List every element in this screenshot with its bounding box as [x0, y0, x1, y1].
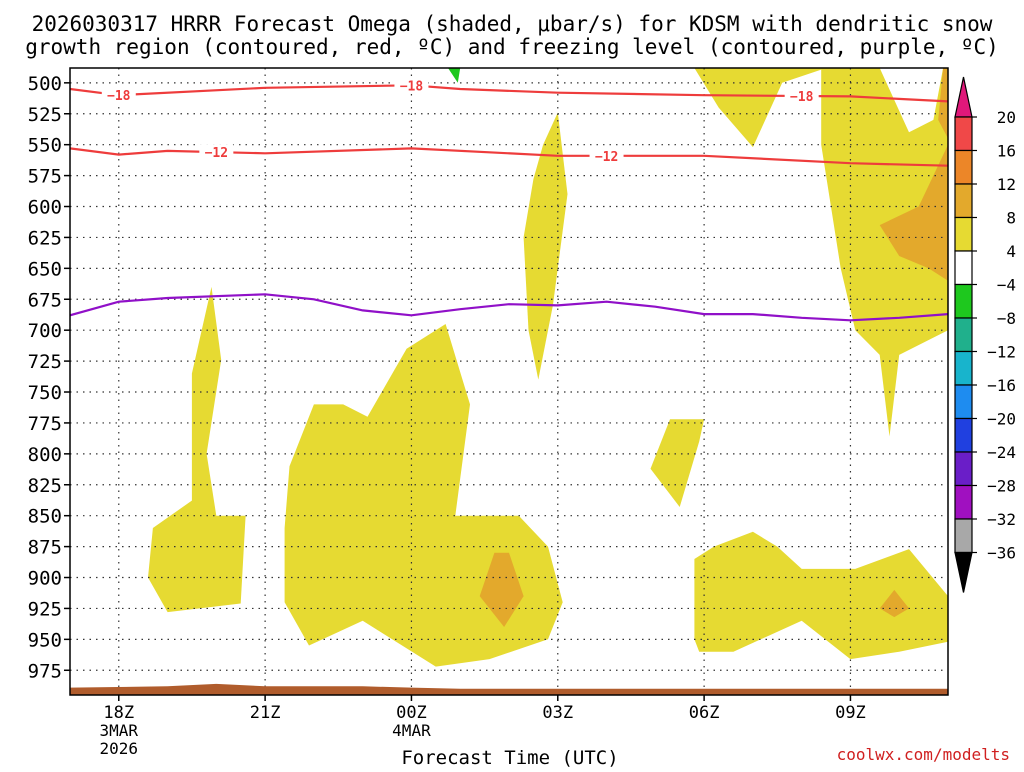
y-tick-label: 700: [28, 320, 62, 342]
credit-link[interactable]: coolwx.com/modelts: [837, 745, 1010, 764]
colorbar-label: −24: [987, 443, 1016, 462]
y-tick-label: 600: [28, 197, 62, 219]
x-tick-label: 09Z: [835, 703, 866, 723]
colorbar-bin: [954, 417, 973, 453]
contour-label-bg: [101, 87, 136, 103]
y-tick-label: 950: [28, 629, 62, 651]
colorbar-label: 12: [997, 175, 1016, 194]
colorbar-under-triangle: [954, 551, 973, 593]
y-tick-label: 750: [28, 382, 62, 404]
colorbar-bin: [954, 250, 973, 286]
y-tick-label: 825: [28, 475, 62, 497]
contour-dgz-minus12: [70, 147, 948, 167]
colorbar-label: −20: [987, 410, 1016, 429]
colorbar-label: −12: [987, 343, 1016, 362]
omega-region-11: [879, 589, 909, 618]
colorbar-bin: [954, 384, 973, 420]
colorbar-bin: [954, 451, 973, 487]
colorbar-label: −8: [997, 309, 1016, 328]
colorbar-bin: [954, 116, 973, 152]
x-tick-year: 2026: [100, 739, 139, 758]
omega-region-7: [821, 68, 948, 437]
x-axis-title: Forecast Time (UTC): [401, 747, 618, 768]
omega-region-8: [879, 144, 948, 281]
colorbar-bin: [954, 216, 973, 252]
colorbar-label: −28: [987, 477, 1016, 496]
y-tick-label: 800: [28, 444, 62, 466]
y-tick-label: 575: [28, 166, 62, 188]
x-tick-label: 21Z: [250, 703, 281, 723]
x-tick-label: 18Z: [103, 703, 134, 723]
terrain-fill: [70, 683, 948, 695]
omega-colorbar: 20 16 12 8 4 −4 −8 −12 −16 −20 −24 −28 −32 −36: [954, 76, 1016, 593]
colorbar-label: 8: [1006, 209, 1016, 228]
contour-freezing-level: [70, 293, 948, 322]
colorbar-bin: [954, 149, 973, 185]
y-tick-label: 775: [28, 413, 62, 435]
contour-label-bg: [394, 77, 429, 93]
omega-region-12: [448, 68, 461, 83]
y-tick-label: 675: [28, 289, 62, 311]
omega-region-6: [694, 531, 948, 660]
y-tick-label: 900: [28, 568, 62, 590]
colorbar-label: −4: [997, 276, 1016, 295]
y-tick-label: 725: [28, 351, 62, 373]
x-tick-label: 00Z: [396, 703, 427, 723]
colorbar-label: −36: [987, 544, 1016, 563]
colorbar-bin: [954, 518, 973, 554]
omega-region-1: [148, 286, 246, 613]
omega-region-5: [694, 68, 827, 148]
colorbar-bin: [954, 484, 973, 520]
colorbar-bin: [954, 183, 973, 219]
y-tick-label: 550: [28, 135, 62, 157]
y-tick-label: 525: [28, 104, 62, 126]
contour-label-bg: [589, 147, 624, 163]
contour-label-dgz-minus18: −18: [790, 90, 814, 105]
omega-region-4: [650, 419, 705, 507]
contour-label-dgz-minus18: −18: [107, 89, 131, 104]
y-tick-label: 625: [28, 227, 62, 249]
grid-lines: [70, 68, 948, 695]
contour-lines: −18 −18 −18 −12 −12: [70, 77, 948, 322]
omega-shading: [148, 68, 948, 667]
terrain-surface: [70, 683, 948, 695]
y-tick-label: 650: [28, 258, 62, 280]
omega-region-2: [284, 324, 563, 667]
plot-frame: [69, 67, 949, 696]
x-tick-label: 06Z: [689, 703, 720, 723]
colorbar-bin: [954, 317, 973, 353]
pressure-axis: 500 525 550 575 600 625 650 675 700 725 750 775 800 8…: [28, 73, 70, 682]
y-tick-label: 975: [28, 660, 62, 682]
contour-label-bg: [784, 88, 819, 104]
y-tick-label: 500: [28, 73, 62, 95]
chart-title-line-2: growth region (contoured, red, ºC) and f…: [25, 35, 999, 59]
x-tick-date: 4MAR: [392, 721, 431, 740]
contour-label-bg: [199, 144, 234, 160]
colorbar-label: −16: [987, 376, 1016, 395]
x-tick-label: 03Z: [542, 703, 573, 723]
y-tick-label: 925: [28, 598, 62, 620]
colorbar-bin: [954, 283, 973, 319]
colorbar-label: 16: [997, 142, 1016, 161]
colorbar-over-triangle: [954, 76, 973, 118]
chart-title-line-1: 2026030317 HRRR Forecast Omega (shaded, …: [32, 12, 993, 36]
omega-region-9: [938, 68, 948, 139]
colorbar-label: 4: [1006, 242, 1016, 261]
contour-label-dgz-minus12: −12: [595, 150, 618, 165]
y-tick-label: 850: [28, 506, 62, 528]
colorbar-label: −32: [987, 510, 1016, 529]
omega-region-3: [523, 112, 568, 380]
contour-label-dgz-minus12: −12: [205, 146, 228, 161]
y-tick-label: 875: [28, 537, 62, 559]
contour-label-dgz-minus18: −18: [400, 79, 424, 94]
colorbar-label: 20: [997, 108, 1016, 127]
x-tick-date: 3MAR: [100, 721, 139, 740]
colorbar-bin: [954, 350, 973, 386]
